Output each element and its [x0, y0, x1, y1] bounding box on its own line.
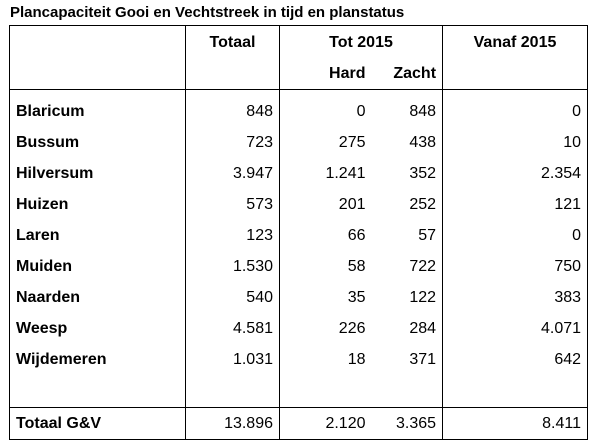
cell-totaal: 123 — [185, 220, 280, 252]
header-row: Totaal Tot 2015 Vanaf 2015 — [9, 25, 589, 60]
header-vanaf-2015: Vanaf 2015 — [442, 25, 589, 60]
cell-vanaf: 2.354 — [442, 158, 589, 190]
row-name: Weesp — [9, 313, 186, 345]
cell-zacht: 57 — [371, 220, 444, 252]
cell-totaal: 540 — [185, 282, 280, 314]
cell-zacht: 252 — [371, 189, 444, 221]
table-row: Naarden 540 35 122 383 — [9, 282, 589, 314]
cell-vanaf: 642 — [442, 344, 589, 376]
subheader-hard: Hard — [279, 59, 372, 90]
plancapaciteit-table: Totaal Tot 2015 Vanaf 2015 Hard Zacht Bl… — [9, 25, 589, 440]
total-vanaf: 8.411 — [442, 407, 589, 440]
table-title: Plancapaciteit Gooi en Vechtstreek in ti… — [10, 4, 405, 21]
row-name: Huizen — [9, 189, 186, 221]
subheader-totaal-empty — [185, 59, 280, 90]
cell-totaal: 573 — [185, 189, 280, 221]
cell-vanaf: 10 — [442, 127, 589, 159]
table-row: Wijdemeren 1.031 18 371 642 — [9, 344, 589, 376]
table-row: Huizen 573 201 252 121 — [9, 189, 589, 221]
table-row: Laren 123 66 57 0 — [9, 220, 589, 252]
cell-totaal: 3.947 — [185, 158, 280, 190]
cell-vanaf: 750 — [442, 251, 589, 283]
row-name: Blaricum — [9, 96, 186, 128]
cell-hard: 58 — [347, 258, 366, 275]
cell-hard: 275 — [338, 134, 366, 151]
cell-hard: 0 — [356, 103, 366, 120]
table-row: Blaricum 848 0 848 0 — [9, 96, 589, 128]
total-totaal: 13.896 — [185, 407, 280, 440]
table-row: Bussum 723 275 438 10 — [9, 127, 589, 159]
table-row: Weesp 4.581 226 284 4.071 — [9, 313, 589, 345]
row-name: Bussum — [9, 127, 186, 159]
cell-zacht: 284 — [371, 313, 444, 345]
total-row: Totaal G&V 13.896 2.120 3.365 8.411 — [9, 407, 589, 440]
cell-hard: 18 — [347, 351, 366, 368]
cell-hard: 1.241 — [325, 165, 366, 182]
header-tot-2015: Tot 2015 — [279, 25, 444, 60]
header-totaal: Totaal — [185, 25, 280, 60]
cell-zacht: 848 — [371, 96, 444, 128]
total-label: Totaal G&V — [9, 407, 186, 440]
spacer-row — [9, 89, 589, 97]
subheader-vanaf-empty — [442, 59, 589, 90]
row-name: Hilversum — [9, 158, 186, 190]
cell-hard: 201 — [338, 196, 366, 213]
cell-totaal: 1.031 — [185, 344, 280, 376]
cell-vanaf: 121 — [442, 189, 589, 221]
cell-vanaf: 4.071 — [442, 313, 589, 345]
subheader-empty-cell — [9, 59, 186, 90]
row-name: Wijdemeren — [9, 344, 186, 376]
total-hard: 2.120 — [279, 407, 372, 440]
table-row: Hilversum 3.947 1.241 352 2.354 — [9, 158, 589, 190]
cell-hard: 66 — [347, 227, 366, 244]
cell-zacht: 438 — [371, 127, 444, 159]
cell-zacht: 122 — [371, 282, 444, 314]
total-zacht: 3.365 — [371, 407, 444, 440]
subheader-zacht: Zacht — [371, 59, 444, 90]
subheader-row: Hard Zacht — [9, 59, 589, 90]
blank-row — [9, 375, 589, 408]
table-row: Muiden 1.530 58 722 750 — [9, 251, 589, 283]
header-corner-cell — [9, 25, 186, 60]
row-name: Naarden — [9, 282, 186, 314]
cell-hard: 226 — [338, 320, 366, 337]
cell-totaal: 723 — [185, 127, 280, 159]
cell-totaal: 4.581 — [185, 313, 280, 345]
cell-totaal: 1.530 — [185, 251, 280, 283]
cell-zacht: 722 — [371, 251, 444, 283]
cell-zacht: 371 — [371, 344, 444, 376]
row-name: Muiden — [9, 251, 186, 283]
row-name: Laren — [9, 220, 186, 252]
cell-vanaf: 0 — [442, 96, 589, 128]
cell-vanaf: 383 — [442, 282, 589, 314]
cell-totaal: 848 — [185, 96, 280, 128]
cell-hard: 35 — [347, 289, 366, 306]
cell-zacht: 352 — [371, 158, 444, 190]
cell-vanaf: 0 — [442, 220, 589, 252]
